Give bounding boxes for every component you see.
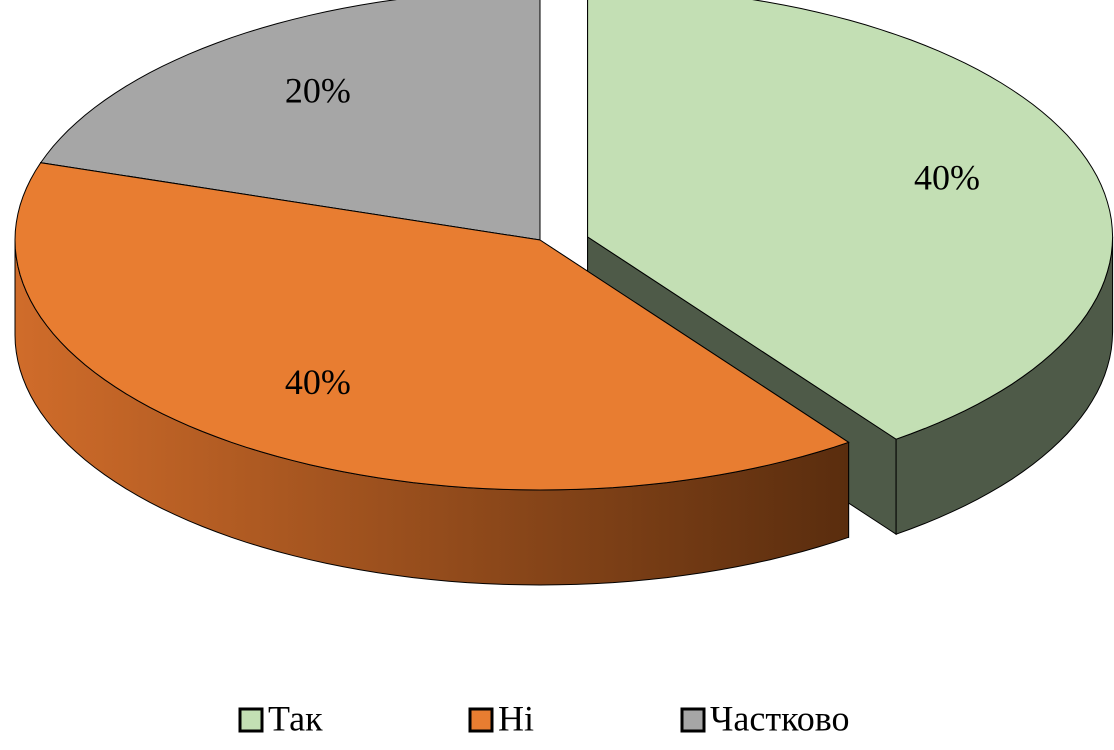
data-label: 20%	[285, 71, 351, 111]
legend-swatch	[468, 707, 494, 733]
legend-label: Ні	[498, 698, 534, 738]
slice	[14, 162, 850, 491]
legend-label: Частково	[710, 698, 850, 738]
slice	[587, 0, 1114, 440]
slice	[39, 0, 541, 241]
data-label: 40%	[914, 158, 980, 198]
legend-swatch	[238, 707, 264, 733]
legend-swatch	[680, 707, 706, 733]
data-label: 40%	[285, 362, 351, 402]
legend-label: Так	[268, 698, 323, 738]
